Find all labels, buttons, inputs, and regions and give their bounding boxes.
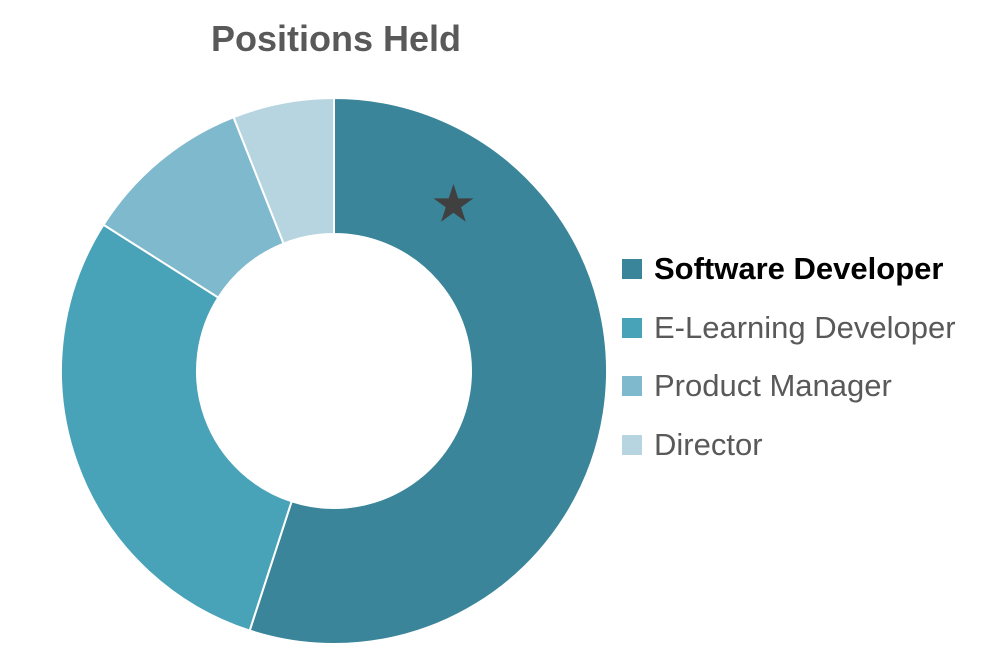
donut-slice-software-developer bbox=[248, 96, 608, 645]
legend-item-director: Director bbox=[622, 416, 992, 475]
legend-label: Software Developer bbox=[654, 251, 944, 287]
legend: Software Developer E-Learning Developer Pr… bbox=[622, 240, 992, 474]
chart-title: Positions Held bbox=[210, 18, 462, 59]
donut-slice-director bbox=[232, 96, 335, 245]
legend-item-e-learning-developer: E-Learning Developer bbox=[622, 299, 992, 358]
legend-swatch bbox=[622, 376, 642, 397]
legend-swatch bbox=[622, 317, 642, 338]
legend-label: Product Manager bbox=[654, 368, 892, 404]
donut-slice-e-learning-developer bbox=[60, 223, 293, 632]
donut-slices bbox=[60, 96, 608, 645]
star-icon: ★ bbox=[430, 174, 477, 234]
legend-swatch bbox=[622, 259, 642, 280]
legend-item-software-developer: Software Developer bbox=[622, 240, 992, 299]
legend-swatch bbox=[622, 434, 642, 455]
legend-label: Director bbox=[654, 426, 763, 462]
legend-label: E-Learning Developer bbox=[654, 309, 956, 345]
donut-markers: ★ bbox=[430, 174, 477, 234]
legend-item-product-manager: Product Manager bbox=[622, 357, 992, 416]
